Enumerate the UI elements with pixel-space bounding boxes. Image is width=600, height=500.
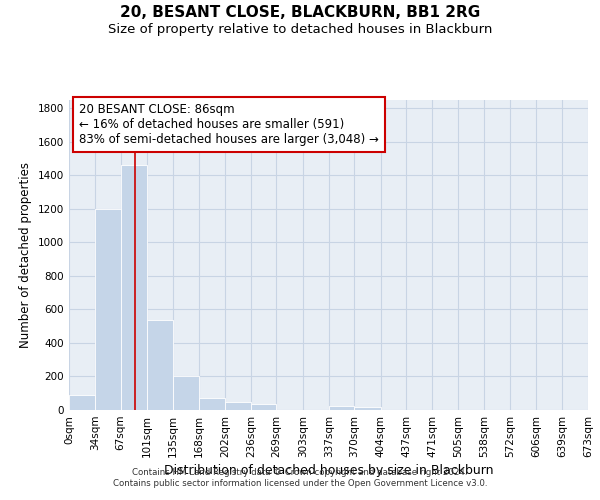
Text: Size of property relative to detached houses in Blackburn: Size of property relative to detached ho… xyxy=(108,22,492,36)
Bar xyxy=(173,376,199,410)
Bar xyxy=(355,408,380,410)
Bar xyxy=(95,209,121,410)
Bar xyxy=(121,166,147,410)
Bar xyxy=(251,404,277,410)
X-axis label: Distribution of detached houses by size in Blackburn: Distribution of detached houses by size … xyxy=(164,464,493,477)
Bar xyxy=(199,398,225,410)
Y-axis label: Number of detached properties: Number of detached properties xyxy=(19,162,32,348)
Bar xyxy=(147,320,173,410)
Text: Contains HM Land Registry data © Crown copyright and database right 2024.
Contai: Contains HM Land Registry data © Crown c… xyxy=(113,468,487,487)
Bar xyxy=(329,406,355,410)
Text: 20 BESANT CLOSE: 86sqm
← 16% of detached houses are smaller (591)
83% of semi-de: 20 BESANT CLOSE: 86sqm ← 16% of detached… xyxy=(79,103,379,146)
Text: 20, BESANT CLOSE, BLACKBURN, BB1 2RG: 20, BESANT CLOSE, BLACKBURN, BB1 2RG xyxy=(120,5,480,20)
Bar xyxy=(225,402,251,410)
Bar xyxy=(69,395,95,410)
